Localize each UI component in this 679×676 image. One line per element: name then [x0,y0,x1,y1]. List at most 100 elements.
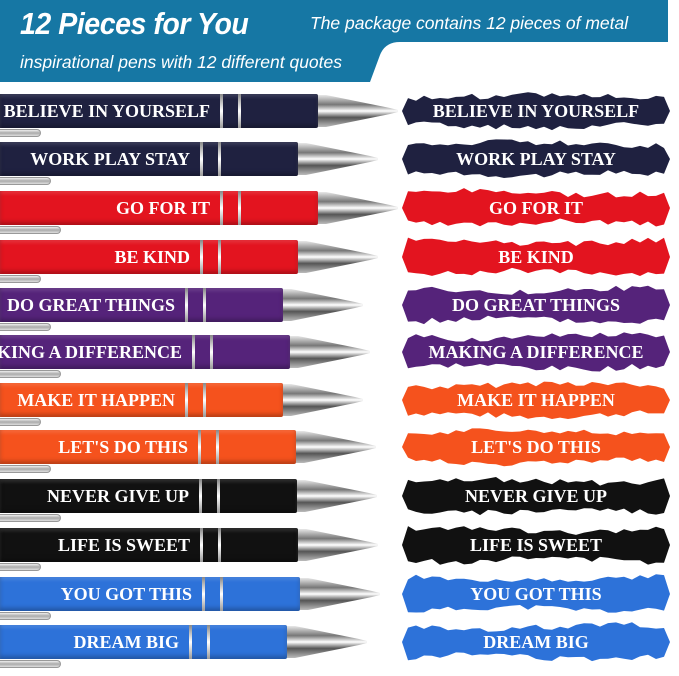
pen-clip [0,129,41,137]
color-swatch [402,139,670,178]
pen-ring [198,430,201,464]
pen-ring [185,383,188,417]
pen: NEVER GIVE UP [0,479,382,513]
pen-tip [298,143,378,175]
pen-ring [238,94,241,128]
swatch-quote: DREAM BIG [483,632,589,652]
pen-ring [202,577,205,611]
pen-ring [217,479,220,513]
pen-tip [287,626,367,658]
color-swatch [402,237,670,276]
pen-clip [0,418,41,426]
pen-quote: DREAM BIG [73,632,179,652]
pen-tip [297,480,377,512]
pen-ring [200,528,203,562]
pen: DO GREAT THINGS [0,288,368,322]
pen-tip [318,192,398,224]
pen-barrel: YOU GOT THIS [0,577,300,611]
swatch-quote: BE KIND [498,247,574,267]
pen: BELIEVE IN YOURSELF [0,94,403,128]
pen-clip [0,226,61,234]
swatch-quote: BELIEVE IN YOURSELF [432,101,640,121]
color-swatch [402,526,670,565]
pen: BE KIND [0,240,383,274]
pen: LIFE IS SWEET [0,528,383,562]
pen-tip [283,289,363,321]
pen-quote: LIFE IS SWEET [57,535,190,555]
color-swatch [402,332,670,372]
pen-quote: MAKING A DIFFERENCE [0,342,182,362]
pen-quote: NEVER GIVE UP [46,486,189,506]
pen-barrel: LET'S DO THIS [0,430,296,464]
pen-clip [0,177,51,185]
color-swatch [402,381,670,419]
pen-clip [0,465,51,473]
pen-ring [218,142,221,176]
pen-quote: DO GREAT THINGS [6,295,175,315]
pen-ring [220,94,223,128]
pen-ring [185,288,188,322]
pen: DREAM BIG [0,625,372,659]
pen-tip [298,529,378,561]
swatch-quote: LIFE IS SWEET [469,535,603,555]
pen: MAKE IT HAPPEN [0,383,368,417]
pen-ring [200,240,203,274]
pen-quote: BE KIND [114,247,190,267]
pen-quote: MAKE IT HAPPEN [17,390,175,410]
pen: YOU GOT THIS [0,577,385,611]
pen-ring [203,383,206,417]
pen-clip [0,275,41,283]
swatch-quote: WORK PLAY STAY [456,149,616,169]
color-swatch [402,477,670,516]
pen-ring [192,335,195,369]
pen-quote: YOU GOT THIS [60,584,192,604]
swatch-quote: DO GREAT THINGS [451,295,621,315]
pen-barrel: LIFE IS SWEET [0,528,298,562]
pen-quote: BELIEVE IN YOURSELF [3,101,210,121]
pen-barrel: GO FOR IT [0,191,318,225]
swatch-quote: NEVER GIVE UP [464,486,607,506]
pen: LET'S DO THIS [0,430,381,464]
header-banner [0,0,668,82]
pen-tip [318,95,398,127]
pen-ring [210,335,213,369]
pen-ring [200,142,203,176]
pen-tip [283,384,363,416]
pen-ring [216,430,219,464]
pen-ring [220,191,223,225]
swatch-quote: YOU GOT THIS [470,584,602,604]
pen-tip [296,431,376,463]
header-title: 12 Pieces for You [20,6,249,41]
swatch-quote: LET'S DO THIS [471,437,601,457]
pen-barrel: BE KIND [0,240,298,274]
color-swatch [402,574,670,613]
pen-ring [199,479,202,513]
color-swatch [402,622,670,662]
pen-barrel: BELIEVE IN YOURSELF [0,94,318,128]
pen-ring [220,577,223,611]
pen-tip [300,578,380,610]
pen-clip [0,370,61,378]
pen-ring [238,191,241,225]
pen: MAKING A DIFFERENCE [0,335,375,369]
pen-tip [290,336,370,368]
color-swatch [402,188,670,227]
swatch-quote: GO FOR IT [488,198,583,218]
color-swatch [402,285,670,325]
pen-tip [298,241,378,273]
pen-barrel: WORK PLAY STAY [0,142,298,176]
header-subtitle-line1: The package contains 12 pieces of metal [310,13,629,33]
pen-quote: WORK PLAY STAY [30,149,190,169]
pen-clip [0,514,61,522]
pen-clip [0,660,61,668]
pen-ring [189,625,192,659]
pen-clip [0,323,51,331]
pen-barrel: NEVER GIVE UP [0,479,297,513]
pen-ring [203,288,206,322]
color-swatch [402,428,670,467]
pen-barrel: MAKING A DIFFERENCE [0,335,290,369]
pen-ring [218,240,221,274]
pen-ring [218,528,221,562]
pen-ring [207,625,210,659]
